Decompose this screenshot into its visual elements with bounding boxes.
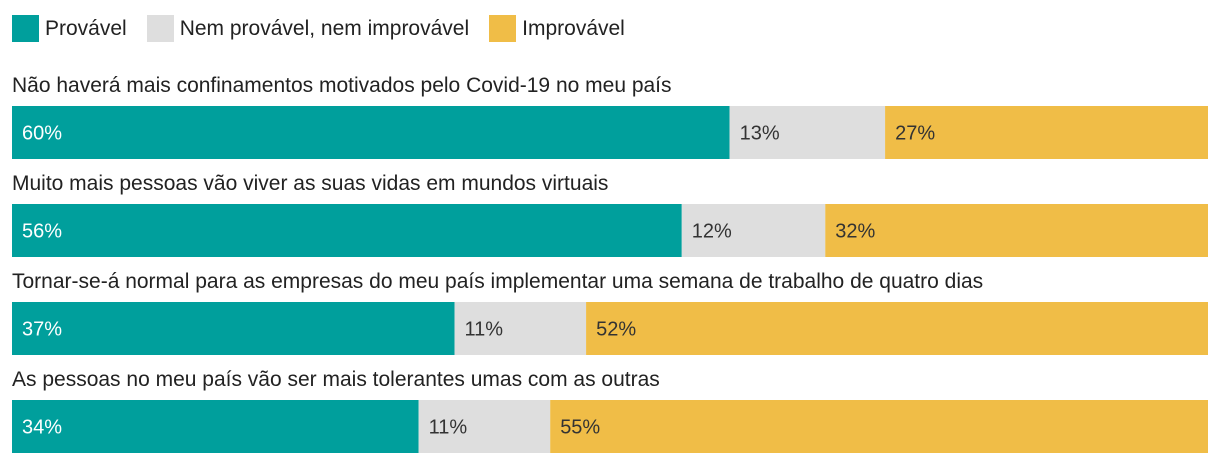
legend-item-neutro: Nem provável, nem improvável (146, 14, 470, 42)
bar-value-label-improvavel: 52% (596, 319, 636, 341)
bar-segment-improvavel (825, 204, 1208, 257)
bar-value-label-improvavel: 32% (835, 221, 875, 243)
bar-value-label-provavel: 60% (22, 123, 62, 145)
bar-segment-improvavel (550, 400, 1208, 453)
legend-item-improvavel: Improvável (489, 14, 625, 42)
bar-value-label-provavel: 37% (22, 319, 62, 341)
row-label: Tornar-se-á normal para as empresas do m… (12, 270, 983, 293)
bar-segment-neutro (418, 400, 551, 453)
legend: Provável Nem provável, nem improvável Im… (12, 14, 645, 42)
bar-segment-neutro (454, 302, 587, 355)
bar-segment-improvavel (885, 106, 1208, 159)
bar-segment-improvavel (586, 302, 1208, 355)
bar-value-label-neutro: 11% (465, 319, 504, 341)
legend-label-improvavel: Improvável (522, 16, 625, 40)
legend-label-neutro: Nem provável, nem improvável (179, 16, 470, 40)
row-label: As pessoas no meu país vão ser mais tole… (12, 368, 660, 391)
bar-value-label-neutro: 13% (740, 123, 780, 145)
row-label: Muito mais pessoas vão viver as suas vid… (12, 172, 608, 195)
bar-value-label-neutro: 11% (429, 417, 468, 439)
bar-value-label-neutro: 12% (692, 221, 732, 243)
legend-swatch-neutro (146, 14, 174, 42)
bar-segment-neutro (681, 204, 826, 257)
legend-swatch-provavel (12, 14, 39, 42)
legend-item-provavel: Provável (12, 14, 127, 42)
legend-label-provavel: Provável (45, 16, 127, 40)
bar-value-label-improvavel: 27% (895, 123, 935, 145)
bar-segment-provavel (12, 400, 419, 453)
bar-segment-provavel (12, 302, 455, 355)
legend-swatch-improvavel (489, 14, 517, 42)
bar-segment-provavel (12, 204, 682, 257)
bar-segment-neutro (729, 106, 886, 159)
bar-value-label-provavel: 34% (22, 417, 62, 439)
bar-segment-provavel (12, 106, 730, 159)
bar-value-label-provavel: 56% (22, 221, 62, 243)
bar-value-label-improvavel: 55% (560, 417, 600, 439)
row-label: Não haverá mais confinamentos motivados … (12, 74, 672, 97)
